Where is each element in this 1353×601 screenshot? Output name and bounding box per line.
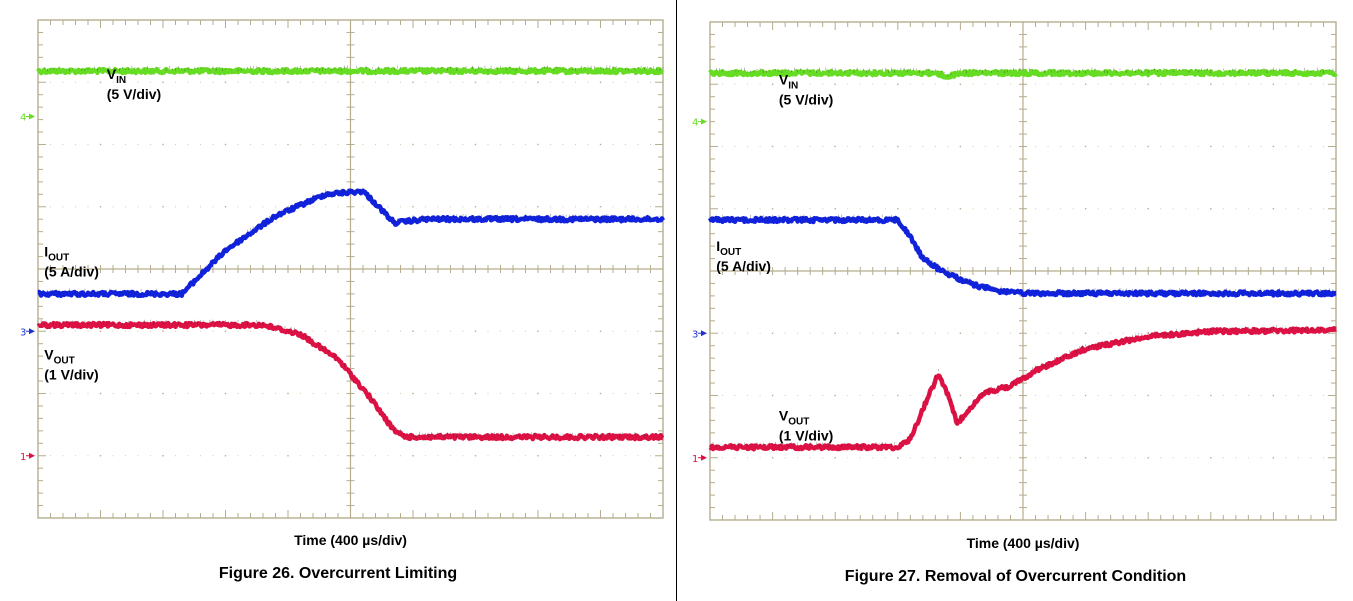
trace-label: IOUT [716,238,741,258]
channel-marker: 3 [692,329,698,340]
trace-label: VIN [107,66,126,86]
channel-marker: 3 [20,327,26,338]
channel-marker: 1 [692,454,698,465]
trace-scale-label: (5 A/div) [716,258,771,274]
oscilloscope-plot: VIN(5 V/div) VOUT(1 V/div) IOUT(5 A/div) 4 3… [692,21,1338,551]
channel-marker: 4 [692,118,698,129]
trace-vin [708,68,1338,80]
figure-26-panel: VIN (5 V/div) IOUT (5 A/div) VOUT (1 V/div) 4 3… [20,0,677,601]
figure-caption: Figure 27. Removal of Overcurrent Condit… [844,568,1187,585]
graticule-ticks [37,19,664,519]
trace-scale-label: (5 A/div) [44,264,99,280]
oscilloscope-plot: VIN(5 V/div) IOUT(5 A/div) VOUT(1 V/div) 4 3… [20,19,666,548]
trace-scale-label: (1 V/div) [779,427,833,443]
trace-scale-label: (5 V/div) [107,86,161,102]
figure-caption: Figure 26. Overcurrent Limiting [218,565,458,582]
trace-label: VIN [779,71,798,91]
trace-label: VOUT [779,407,809,427]
trace-vin [36,66,665,76]
channel-marker: 1 [20,452,26,463]
trace-label: IOUT [44,244,69,264]
x-axis-label: Time (400 µs/div) [294,532,407,548]
trace-noise [709,67,1337,77]
trace-iout [36,188,666,299]
graticule-ticks [709,21,1337,521]
channel-marker: 4 [20,112,26,123]
trace-scale-label: (5 V/div) [779,91,833,107]
figure-27-panel: VIN (5 V/div) VOUT (1 V/div) IOUT (5 A/div) 4 3… [678,0,1353,601]
trace-noise [37,319,664,438]
trace-label: VOUT [44,346,74,366]
trace-noise [709,325,1337,448]
trace-noise [37,187,664,295]
x-axis-label: Time (400 µs/div) [967,535,1080,551]
trace-scale-label: (1 V/div) [44,366,98,382]
trace-iout [707,215,1338,298]
